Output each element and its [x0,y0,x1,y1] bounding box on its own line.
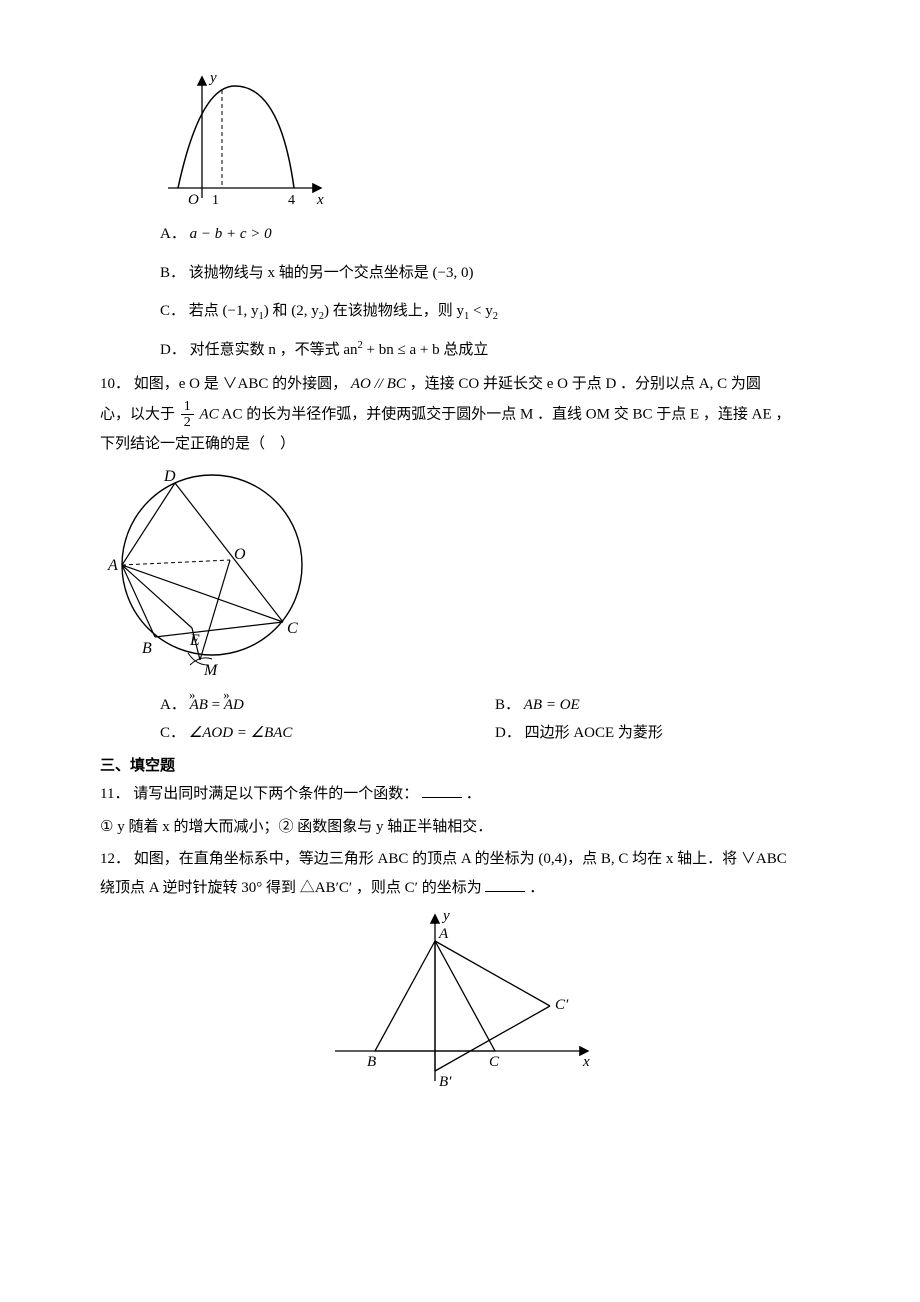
pt-A: A [107,557,118,574]
q10-options-row1: A． AB = AD B． AB = OE [160,691,830,720]
option-a[interactable]: A． a − b + c > 0 [160,220,830,249]
question-number: 10． [100,376,130,392]
option-b[interactable]: B． 该抛物线与 x 轴的另一个交点坐标是 (−3, 0) [160,259,830,288]
option-a-text: a − b + c > 0 [190,226,272,242]
figure-parabola: y x O 1 4 [160,70,830,220]
fill-blank[interactable] [485,876,525,892]
question-12-line2: 绕顶点 A 逆时针旋转 30° 得到 △AB′C′ ，则点 C′ 的坐标为 ． [100,874,830,903]
axis-x-label: x [582,1054,590,1070]
q10-option-b[interactable]: B． AB = OE [495,691,830,720]
question-number: 12． [100,851,130,867]
pt-E: E [189,632,200,649]
q10-option-c[interactable]: C． ∠AOD = ∠BAC [160,719,495,748]
question-number: 11． [100,786,129,802]
question-11: 11． 请写出同时满足以下两个条件的一个函数： ． [100,780,830,809]
question-12: 12． 如图，在直角坐标系中，等边三角形 ABC 的顶点 A 的坐标为 (0,4… [100,845,830,874]
tick-1: 1 [212,193,219,208]
option-prefix: C． [160,303,185,319]
axis-x-label: x [316,192,324,208]
option-d-text: 对任意实数 n ，不等式 an2 + bn ≤ a + b 总成立 [190,342,489,358]
option-d[interactable]: D． 对任意实数 n ，不等式 an2 + bn ≤ a + b 总成立 [160,336,830,365]
option-prefix: B． [160,265,185,281]
question-10: 10． 如图，e O 是 ∨ABC 的外接圆， AO // BC ，连接 CO … [100,370,830,399]
pt-O: O [234,546,246,563]
pt-M: M [203,662,219,679]
q11-cond1: ① y 随着 x 的增大而减小；② 函数图象与 y 轴正半轴相交． [100,813,830,842]
q10-option-a[interactable]: A． AB = AD [160,691,495,720]
fill-blank[interactable] [422,782,462,798]
q10-options-row2: C． ∠AOD = ∠BAC D． 四边形 AOCE 为菱形 [160,719,830,748]
pt-B: B [367,1054,376,1070]
tick-4: 4 [288,193,295,208]
figure-circle: A D C B E M O [100,465,830,685]
section-3-heading: 三、填空题 [100,752,830,781]
question-10-line3: 下列结论一定正确的是（ ） [100,430,830,459]
option-prefix: D． [160,342,186,358]
option-b-text: 该抛物线与 x 轴的另一个交点坐标是 (−3, 0) [189,265,474,281]
pt-B: B [142,640,152,657]
axis-y-label: y [208,70,217,86]
pt-C: C [287,620,298,637]
pt-C2: C′ [555,997,569,1013]
origin-label: O [188,192,199,208]
option-c[interactable]: C． 若点 (−1, y1) 和 (2, y2) 在该抛物线上，则 y1 < y… [160,297,830,326]
option-c-text: 若点 (−1, y1) 和 (2, y2) 在该抛物线上，则 y1 < y2 [189,303,498,319]
figure-rotation: y x A B C B′ C′ [100,906,830,1096]
pt-C: C [489,1054,500,1070]
pt-B2: B′ [439,1074,452,1090]
pt-A: A [438,926,449,942]
question-10-line2: 心，以大于 12 AC AC 的长为半径作弧，并使两弧交于圆外一点 M ．直线 … [100,399,830,431]
option-prefix: A． [160,226,186,242]
axis-y-label: y [441,908,450,924]
q10-option-d[interactable]: D． 四边形 AOCE 为菱形 [495,719,830,748]
pt-D: D [163,468,176,485]
